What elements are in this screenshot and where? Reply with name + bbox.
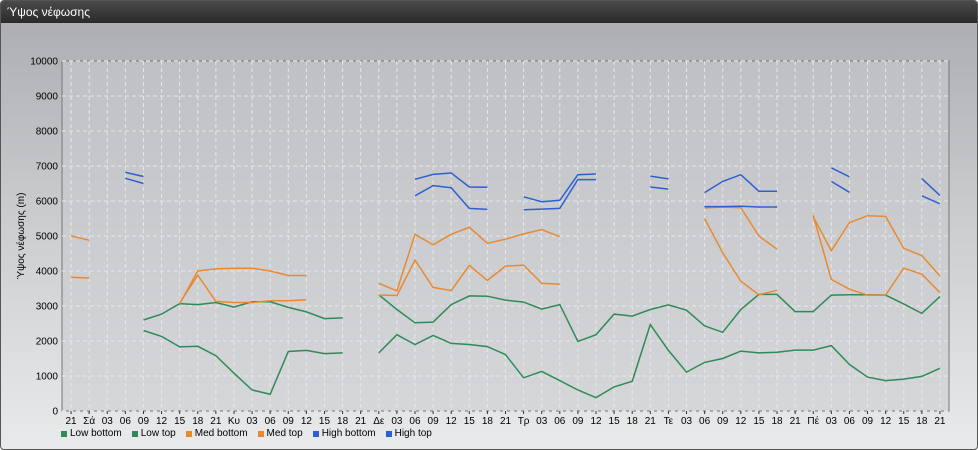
y-axis-ticks: 0 1000 2000 3000 4000 5000 6000 7000 8000 9000 100…	[30, 57, 58, 418]
y-tick-label: 10000	[30, 57, 58, 68]
legend-label: Low bottom	[70, 428, 122, 439]
y-tick-label: 5000	[36, 232, 59, 243]
legend-swatch	[61, 430, 67, 437]
x-tick-label: 03	[247, 416, 259, 427]
grid	[62, 60, 949, 412]
x-tick-label: 09	[428, 416, 440, 427]
legend-swatch	[257, 430, 264, 437]
x-tick-label: 12	[735, 416, 747, 427]
x-tick-label: 15	[174, 416, 186, 427]
series-lines	[70, 167, 941, 399]
x-tick-label: 21	[645, 416, 657, 427]
legend-item[interactable]: Med bottom	[185, 428, 248, 439]
legend-item[interactable]: High bottom	[312, 428, 376, 439]
x-axis-ticks: 21 Σά 03 06 09 12 15 18 21 Κυ 03 06 09 12 15 18 21 Δε 03 06…	[65, 411, 946, 427]
x-tick-label: 15	[898, 416, 910, 427]
y-tick-label: 6000	[36, 197, 59, 208]
x-tick-label: 06	[409, 416, 421, 427]
series-line-med-top	[70, 206, 941, 305]
x-tick-label: 09	[862, 416, 874, 427]
y-tick-label: 7000	[36, 162, 59, 173]
x-tick-label: 06	[844, 416, 856, 427]
y-tick-label: 3000	[36, 302, 59, 313]
legend-item[interactable]: Med top	[257, 428, 303, 439]
x-tick-label: 12	[156, 416, 168, 427]
series-line-med-bottom	[71, 215, 941, 304]
x-tick-label: 15	[753, 416, 765, 427]
x-tick-label: 06	[120, 416, 132, 427]
legend-item[interactable]: Low top	[131, 428, 176, 439]
legend-item[interactable]: Low bottom	[61, 428, 122, 439]
x-tick-label: 15	[464, 416, 476, 427]
x-tick-label: Τε	[664, 416, 674, 427]
x-tick-label: 15	[319, 416, 331, 427]
x-tick-label: 12	[446, 416, 458, 427]
legend-item[interactable]: High top	[385, 428, 432, 439]
window-title: Ύψος νέφωσης	[7, 5, 90, 19]
x-tick-label: Κυ	[228, 416, 240, 427]
legend-swatch	[131, 430, 138, 437]
x-tick-label: 21	[355, 416, 367, 427]
x-tick-label: 03	[826, 416, 838, 427]
y-tick-label: 4000	[36, 267, 59, 278]
x-tick-label: 21	[500, 416, 512, 427]
x-tick-label: 21	[934, 416, 946, 427]
x-tick-label: 18	[337, 416, 349, 427]
x-tick-label: Τρ	[518, 416, 530, 427]
legend-label: High bottom	[321, 428, 376, 439]
x-tick-label: 09	[717, 416, 729, 427]
series-line-low-top	[143, 293, 941, 343]
x-tick-label: 18	[627, 416, 639, 427]
y-axis-label: Ύψος νέφωσης (m)	[15, 193, 27, 280]
series-line-low-bottom	[143, 322, 941, 399]
x-tick-label: Σά	[83, 415, 95, 427]
series-line-high-top	[125, 167, 941, 203]
legend-label: High top	[394, 428, 432, 439]
y-tick-label: 9000	[36, 92, 59, 103]
x-tick-label: 12	[880, 416, 892, 427]
x-tick-label: 18	[482, 416, 494, 427]
series-line-high-bottom	[125, 177, 941, 211]
x-tick-label: Δε	[373, 416, 385, 427]
x-tick-label: 15	[609, 416, 621, 427]
x-tick-label: 18	[916, 416, 928, 427]
x-tick-label: 06	[699, 416, 711, 427]
x-tick-label: 09	[572, 416, 584, 427]
x-tick-label: 03	[536, 416, 548, 427]
window-titlebar: Ύψος νέφωσης	[1, 1, 977, 23]
legend-label: Med top	[266, 428, 303, 439]
y-tick-label: 8000	[36, 127, 59, 138]
legend-swatch	[385, 430, 392, 437]
legend-swatch	[312, 430, 319, 437]
y-tick-label: 0	[52, 407, 58, 418]
x-tick-label: 21	[210, 416, 222, 427]
legend: Low bottom Low top Med bottom Med top High b…	[61, 428, 432, 439]
legend-swatch	[185, 430, 192, 437]
x-tick-label: 18	[192, 416, 204, 427]
x-tick-label: 18	[771, 416, 783, 427]
x-tick-label: 12	[590, 416, 602, 427]
x-tick-label: 03	[391, 416, 403, 427]
x-tick-label: 21	[790, 416, 802, 427]
x-tick-label: 09	[283, 416, 295, 427]
y-tick-label: 2000	[36, 337, 59, 348]
x-tick-label: 21	[65, 416, 77, 427]
legend-label: Low top	[140, 428, 176, 439]
x-tick-label: 09	[138, 416, 150, 427]
x-tick-label: 12	[301, 416, 313, 427]
y-tick-label: 1000	[36, 372, 59, 383]
legend-label: Med bottom	[194, 428, 248, 439]
x-tick-label: 03	[681, 416, 693, 427]
x-tick-label: 03	[102, 416, 114, 427]
x-tick-label: Πέ	[807, 415, 819, 427]
x-tick-label: 06	[554, 416, 566, 427]
x-tick-label: 06	[265, 416, 277, 427]
